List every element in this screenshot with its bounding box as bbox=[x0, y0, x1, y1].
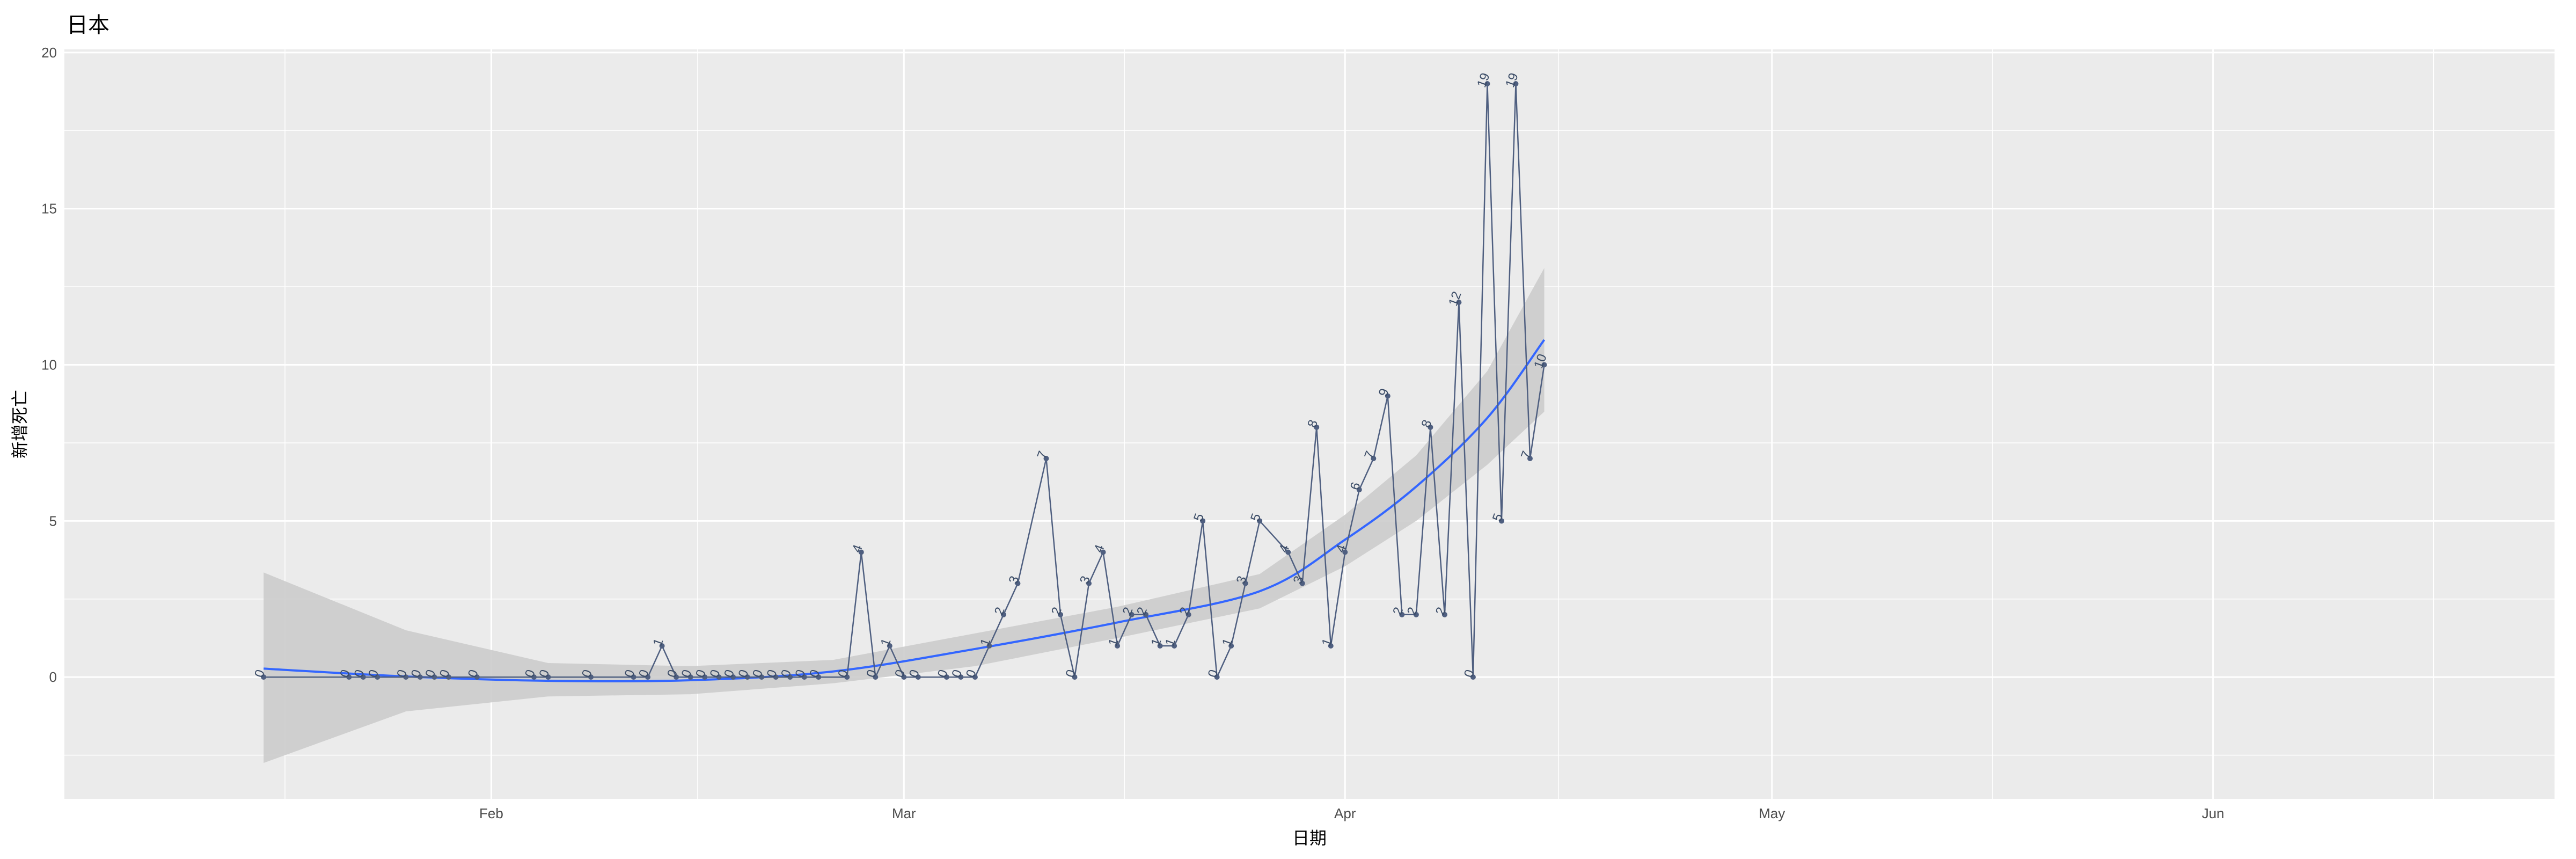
x-axis-ticks: Feb Mar Apr May Jun bbox=[479, 805, 2224, 821]
data-point bbox=[972, 674, 978, 680]
data-point bbox=[1428, 424, 1433, 430]
data-point bbox=[588, 674, 594, 680]
data-point bbox=[346, 674, 352, 680]
data-point bbox=[1214, 674, 1220, 680]
y-tick-label: 15 bbox=[41, 201, 57, 217]
data-point bbox=[674, 674, 679, 680]
x-tick-label: Feb bbox=[479, 805, 503, 821]
data-point bbox=[1314, 424, 1320, 430]
data-point bbox=[1058, 612, 1063, 617]
data-point bbox=[1328, 643, 1334, 649]
data-point bbox=[844, 674, 850, 680]
data-point bbox=[1257, 518, 1263, 524]
y-tick-label: 10 bbox=[41, 356, 57, 373]
data-point bbox=[1157, 643, 1163, 649]
data-point bbox=[659, 643, 665, 649]
data-point bbox=[1527, 455, 1533, 461]
data-point bbox=[901, 674, 907, 680]
data-point bbox=[787, 674, 793, 680]
data-point bbox=[1299, 580, 1305, 586]
data-point bbox=[360, 674, 366, 680]
data-point bbox=[1513, 81, 1519, 86]
y-tick-label: 20 bbox=[41, 45, 57, 61]
chart-title: 日本 bbox=[67, 13, 109, 37]
data-point bbox=[1498, 518, 1504, 524]
data-point bbox=[1228, 643, 1234, 649]
data-point bbox=[773, 674, 779, 680]
data-point bbox=[1100, 549, 1106, 555]
data-point bbox=[943, 674, 949, 680]
data-point bbox=[1456, 300, 1462, 305]
y-tick-label: 5 bbox=[49, 513, 57, 529]
data-point bbox=[1413, 612, 1419, 617]
data-point bbox=[1541, 362, 1547, 368]
data-point bbox=[474, 674, 480, 680]
data-point bbox=[1072, 674, 1078, 680]
data-point bbox=[1143, 612, 1149, 617]
data-point bbox=[403, 674, 409, 680]
data-point bbox=[873, 674, 879, 680]
data-point bbox=[1371, 455, 1377, 461]
data-point bbox=[417, 674, 423, 680]
data-point bbox=[445, 674, 451, 680]
data-point bbox=[759, 674, 765, 680]
data-point bbox=[1043, 455, 1049, 461]
data-point bbox=[1000, 612, 1006, 617]
data-point bbox=[730, 674, 736, 680]
data-point bbox=[431, 674, 437, 680]
data-point bbox=[887, 643, 892, 649]
data-point bbox=[702, 674, 708, 680]
data-point bbox=[631, 674, 636, 680]
data-point bbox=[687, 674, 693, 680]
data-point bbox=[1441, 612, 1447, 617]
data-point bbox=[1285, 549, 1291, 555]
data-point bbox=[1115, 643, 1121, 649]
data-point bbox=[986, 643, 992, 649]
data-point bbox=[1484, 81, 1490, 86]
x-tick-label: May bbox=[1759, 805, 1785, 821]
data-point bbox=[1200, 518, 1206, 524]
data-point bbox=[816, 674, 822, 680]
data-point bbox=[545, 674, 551, 680]
data-point bbox=[1399, 612, 1405, 617]
confidence-ribbon bbox=[264, 268, 1545, 763]
data-point bbox=[1129, 612, 1135, 617]
x-tick-label: Mar bbox=[892, 805, 916, 821]
y-axis-title: 新增死亡 bbox=[10, 390, 30, 458]
data-point bbox=[1185, 612, 1191, 617]
x-axis-title: 日期 bbox=[1292, 828, 1327, 848]
data-point bbox=[716, 674, 722, 680]
data-point bbox=[801, 674, 807, 680]
data-points bbox=[261, 81, 1547, 680]
data-point bbox=[1342, 549, 1348, 555]
data-point bbox=[958, 674, 964, 680]
data-point bbox=[261, 674, 267, 680]
data-point bbox=[1015, 580, 1021, 586]
y-axis-ticks: 0 5 10 15 20 bbox=[41, 45, 57, 685]
data-point bbox=[1470, 674, 1476, 680]
data-point bbox=[744, 674, 750, 680]
data-point bbox=[858, 549, 864, 555]
data-point bbox=[1242, 580, 1248, 586]
data-point bbox=[1086, 580, 1092, 586]
data-point bbox=[531, 674, 537, 680]
data-point bbox=[915, 674, 921, 680]
y-tick-label: 0 bbox=[49, 669, 57, 685]
data-point bbox=[1356, 487, 1362, 493]
data-point bbox=[375, 674, 380, 680]
x-tick-label: Apr bbox=[1334, 805, 1356, 821]
data-point bbox=[1172, 643, 1177, 649]
data-point bbox=[1385, 393, 1391, 399]
x-tick-label: Jun bbox=[2202, 805, 2224, 821]
data-point bbox=[645, 674, 651, 680]
